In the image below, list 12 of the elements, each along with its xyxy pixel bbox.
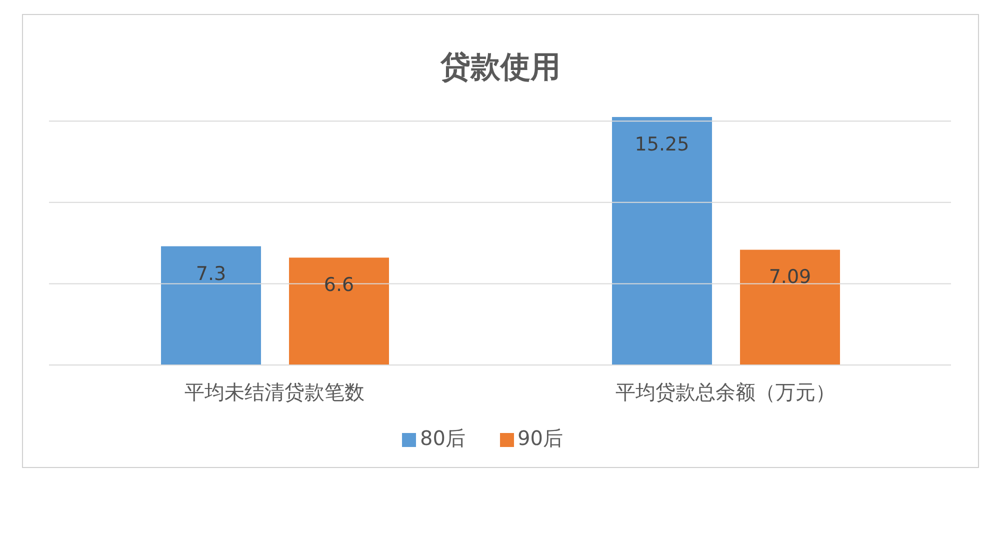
- legend-label: 90后: [518, 426, 563, 450]
- bar: [612, 117, 712, 365]
- legend-label: 80后: [420, 426, 466, 450]
- x-tick-label: 平均贷款总余额（万元）: [616, 380, 836, 404]
- data-label: 7.09: [768, 266, 812, 288]
- bar: [740, 250, 840, 365]
- bar: [161, 246, 261, 365]
- x-tick-label: 平均未结清贷款笔数: [184, 380, 364, 404]
- bar: [289, 258, 389, 365]
- chart-title: 贷款使用: [439, 49, 562, 87]
- data-label: 7.3: [196, 262, 226, 285]
- data-label: 15.25: [634, 133, 690, 156]
